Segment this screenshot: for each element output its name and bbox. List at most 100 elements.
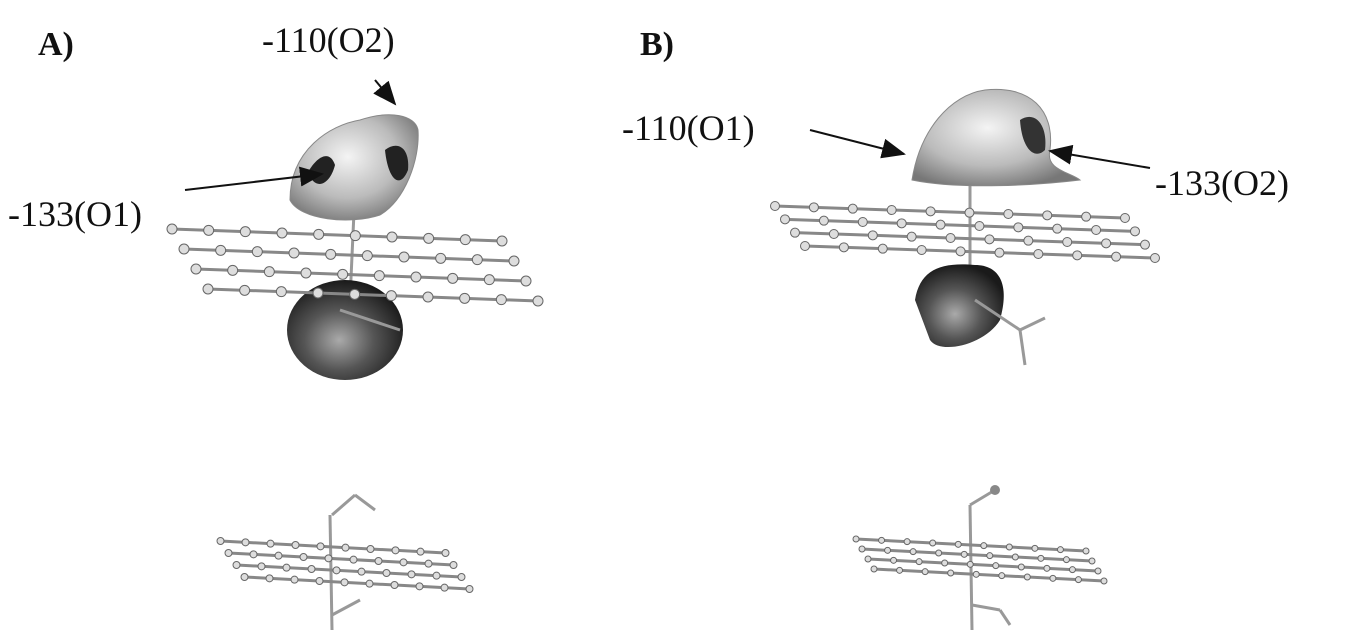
atom (973, 571, 979, 577)
atom (267, 540, 274, 547)
atom (333, 567, 340, 574)
bond (196, 269, 526, 281)
annotation: -133(O1) (8, 194, 142, 234)
atom (1063, 557, 1069, 563)
atom (907, 232, 916, 241)
atom (408, 571, 415, 578)
atom (1131, 227, 1140, 236)
atom (240, 227, 250, 237)
atom (241, 574, 248, 581)
atom (264, 267, 274, 277)
bond (332, 600, 360, 615)
atom (391, 582, 398, 589)
atom (472, 255, 482, 265)
atom (946, 234, 955, 243)
atom (240, 285, 250, 295)
atom (1044, 565, 1050, 571)
atom (879, 537, 885, 543)
atom (366, 580, 373, 587)
atom (314, 229, 324, 239)
atom (301, 268, 311, 278)
atom (961, 551, 967, 557)
atom (1073, 251, 1082, 260)
atom (497, 236, 507, 246)
atom (887, 206, 896, 215)
atom (484, 275, 494, 285)
atom (1092, 226, 1101, 235)
atom (1012, 554, 1018, 560)
atom (1050, 575, 1056, 581)
bond (330, 515, 332, 630)
atom (1095, 568, 1101, 574)
atom (367, 546, 374, 553)
atom (167, 224, 177, 234)
atom (441, 584, 448, 591)
annotation: -110(O1) (622, 108, 755, 148)
atom (250, 551, 257, 558)
atom (300, 554, 307, 561)
atom (325, 555, 332, 562)
atom (1053, 224, 1062, 233)
atom (1038, 555, 1044, 561)
atom (383, 570, 390, 577)
atom (266, 575, 273, 582)
atom (509, 256, 519, 266)
atom (289, 248, 299, 258)
atom (350, 231, 360, 241)
atom (858, 218, 867, 227)
atom (916, 559, 922, 565)
atom (292, 542, 299, 549)
atom (458, 574, 465, 581)
atom (922, 569, 928, 575)
atom (891, 557, 897, 563)
atom (1151, 254, 1160, 263)
bond (184, 249, 514, 261)
atom (1024, 574, 1030, 580)
atom (1018, 564, 1024, 570)
atom (956, 247, 965, 256)
atom (926, 207, 935, 216)
atom (1101, 578, 1107, 584)
atom (258, 563, 265, 570)
atom (1141, 240, 1150, 249)
atom (399, 252, 409, 262)
atom (228, 265, 238, 275)
atom (1024, 236, 1033, 245)
atom (819, 216, 828, 225)
atom (362, 251, 372, 261)
atom (868, 231, 877, 240)
atom (1089, 558, 1095, 564)
arrow (810, 130, 904, 154)
atom (981, 543, 987, 549)
atom (417, 548, 424, 555)
bond (785, 219, 1135, 231)
atom (1063, 238, 1072, 247)
bond (355, 495, 375, 510)
atom (448, 273, 458, 283)
atom (930, 540, 936, 546)
atom (859, 546, 865, 552)
bond (1020, 330, 1025, 365)
figure: A) -110(O2) -133(O1) B) -110(O1) -133(O2… (0, 0, 1349, 639)
atom (203, 284, 213, 294)
atom (1032, 545, 1038, 551)
atom (313, 288, 323, 298)
atom (942, 560, 948, 566)
atom (1014, 223, 1023, 232)
isosurface (915, 264, 1004, 347)
atom (801, 242, 810, 251)
atom (423, 292, 433, 302)
atom (781, 215, 790, 224)
atom (252, 247, 262, 257)
atom (350, 289, 360, 299)
atom (829, 230, 838, 239)
atom (387, 232, 397, 242)
atom (839, 243, 848, 252)
atom (425, 560, 432, 567)
atom (277, 228, 287, 238)
atom (955, 541, 961, 547)
atom (1082, 212, 1091, 221)
atom (990, 485, 1000, 495)
atom (308, 566, 315, 573)
panel-label: B) (640, 26, 674, 63)
